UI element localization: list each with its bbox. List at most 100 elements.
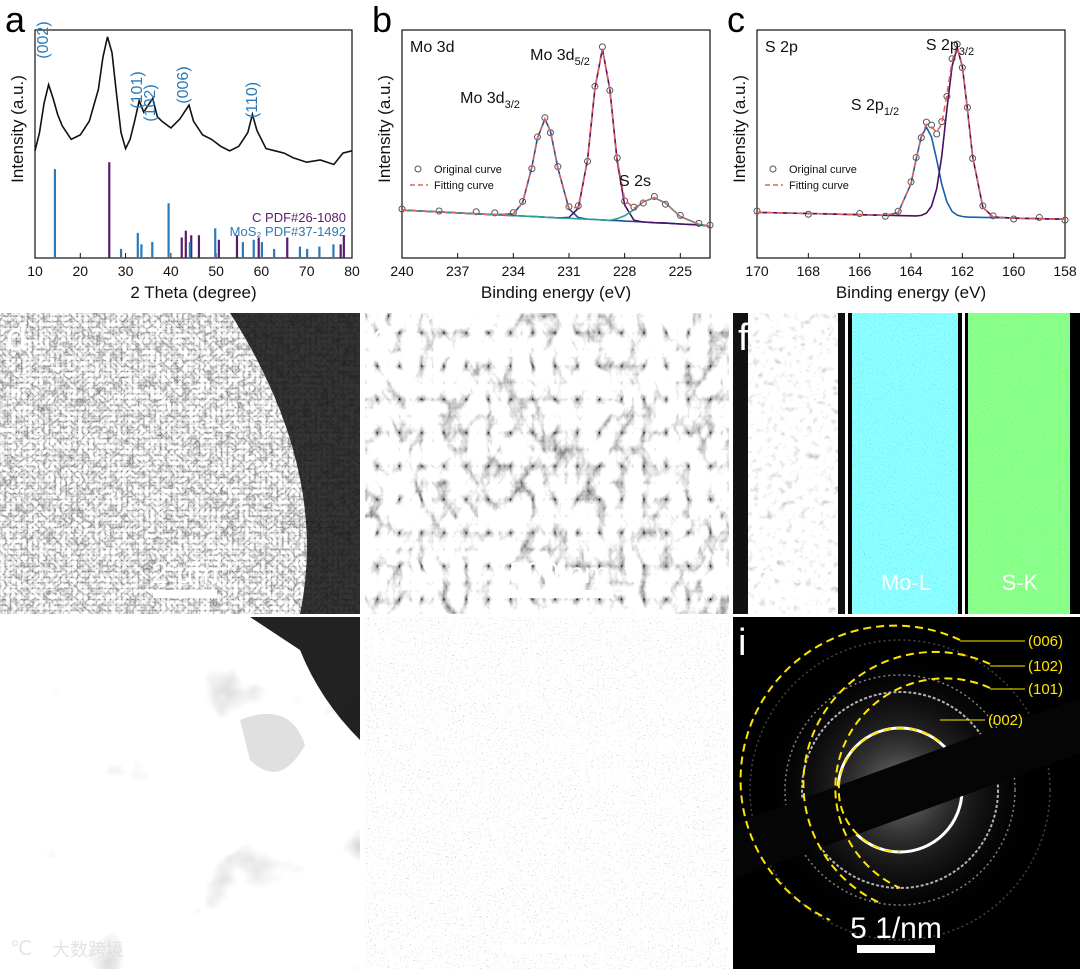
scale-bar-label: 50 nm [138,912,221,945]
annotation: (101) [129,71,146,108]
x-tick-label: 160 [1002,263,1026,279]
annotation-text: (006) [175,66,192,103]
background [230,313,360,614]
annotation-subscript: 5/2 [575,56,590,68]
x-tick-label: 20 [72,263,88,279]
x-tick-label: 40 [163,263,179,279]
data-point [912,153,920,161]
legend-label: Original curve [789,164,857,176]
annotation-subscript: 1/2 [884,106,899,118]
annotation: (110) [244,82,261,118]
panel-i: (006) (102) (101) (002) i 5 1/nm [733,617,1080,969]
data-point [650,192,658,200]
diffraction-ring [749,639,1051,941]
data-point [969,154,977,162]
x-tick-label: 50 [208,263,224,279]
x-axis-label: Binding energy (eV) [836,283,986,302]
scale-bar-label: 2 µm [151,557,218,590]
legend-label: Original curve [434,164,502,176]
data-point [1061,216,1069,224]
annotation: (101) [579,765,630,790]
beam-stop [733,691,1080,884]
fit-line [401,48,711,227]
annotation: Mo 3d5/2 [530,47,590,68]
x-axis-label: 2 Theta (degree) [130,283,256,302]
data-point [938,118,946,126]
scale-bar-label: 5 nm [517,912,584,945]
plot-frame [401,29,711,259]
scale-bar [153,590,217,598]
annotation-text: Mo 3d [460,90,504,107]
data-point [565,203,573,211]
x-tick-label: 228 [613,263,637,279]
legend-label: C PDF#26-1080 [252,210,346,225]
fit-line [756,43,1066,220]
x-tick-label: 234 [502,263,526,279]
data-point [881,212,889,220]
annotation-subscript: 3/2 [505,99,520,111]
legend-label: MoS₂ PDF#37-1492 [230,224,346,239]
annotation: S 2p1/2 [851,97,899,118]
particle [240,713,305,772]
ring-marker [834,677,991,889]
charts: 10 20 30 40 50 60 70 80 2 Theta (degree) Intensit… [5,0,1077,302]
annotation: S 2p3/2 [926,37,974,58]
data-point [398,205,406,213]
ring-label: (102) [1028,658,1063,675]
annotation: S 2s [619,173,651,190]
ring-marker [739,624,961,921]
y-axis-label: Intensity (a.u.) [8,75,27,183]
sem-image [748,313,838,614]
scale-bar-label: 5 1/nm [850,912,942,945]
annotation: (002) [35,21,52,58]
panel-label: b [372,0,392,40]
x-tick-label: 170 [745,263,769,279]
panel-f: f 5 µm Mo-L S-K [733,313,1080,614]
diffraction-ring [784,674,1016,906]
diffraction-ring [801,691,999,889]
sem-image [365,313,729,614]
panel-label: f [738,317,749,359]
background [250,617,360,740]
x-tick-label: 10 [27,263,43,279]
data-point [491,209,499,217]
ring-label: (006) [1028,633,1063,650]
annotation-text: S 2s [619,173,651,190]
x-tick-label: 225 [669,263,693,279]
data-point [639,199,647,207]
panel-label: h [372,622,393,664]
scale-bar [502,945,598,953]
watermark-logo: ℃ [10,938,32,960]
panel-title: Mo 3d [410,39,454,56]
data-point [509,209,517,217]
ring-label: (002) [988,712,1023,729]
scale-bar-label: 5 µm [757,557,824,590]
data-point [953,40,961,48]
lattice-marker [644,697,666,733]
annotation-text: (110) [244,82,261,118]
data-point [1010,215,1018,223]
data-line [401,48,711,227]
arrow [666,737,686,761]
tem-image [0,617,360,969]
legend-label: Fitting curve [434,180,494,192]
x-tick-label: 70 [299,263,315,279]
annotation-text: S 2p [926,37,959,54]
panel-label: i [738,622,746,664]
annotation: (006) [175,66,192,103]
data-line [756,125,1066,220]
x-tick-label: 30 [118,263,134,279]
hrtem-image [365,617,729,969]
data-line [34,36,353,166]
data-point [979,202,987,210]
arrow [632,661,656,693]
x-tick-label: 60 [254,263,270,279]
panel-label: e [372,317,393,359]
map-label: S-K [1002,570,1039,595]
plot-frame [34,29,353,259]
scale-bar [857,945,935,953]
x-tick-label: 164 [899,263,923,279]
annotation: (102) [142,84,159,121]
data-point [928,121,936,129]
